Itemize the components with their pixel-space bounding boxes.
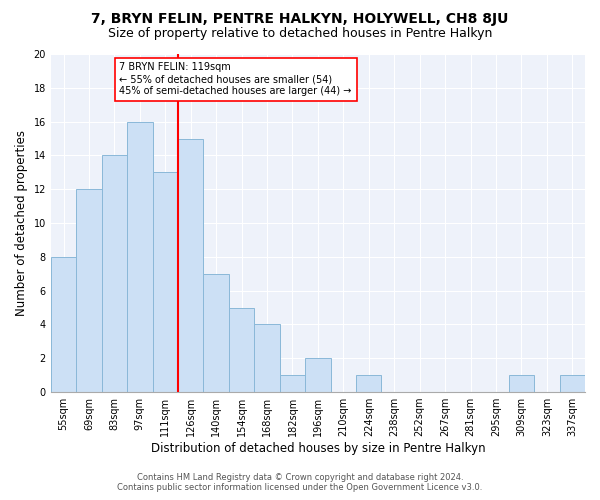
Bar	[509, 375, 534, 392]
Bar	[152, 172, 178, 392]
Bar	[356, 375, 382, 392]
Bar	[51, 257, 76, 392]
Text: Contains HM Land Registry data © Crown copyright and database right 2024.
Contai: Contains HM Land Registry data © Crown c…	[118, 473, 482, 492]
Text: Size of property relative to detached houses in Pentre Halkyn: Size of property relative to detached ho…	[108, 28, 492, 40]
Bar	[305, 358, 331, 392]
Bar	[203, 274, 229, 392]
Bar	[280, 375, 305, 392]
Bar	[101, 156, 127, 392]
Y-axis label: Number of detached properties: Number of detached properties	[15, 130, 28, 316]
Text: 7 BRYN FELIN: 119sqm
← 55% of detached houses are smaller (54)
45% of semi-detac: 7 BRYN FELIN: 119sqm ← 55% of detached h…	[119, 62, 352, 96]
Bar	[560, 375, 585, 392]
Bar	[76, 189, 101, 392]
X-axis label: Distribution of detached houses by size in Pentre Halkyn: Distribution of detached houses by size …	[151, 442, 485, 455]
Text: 7, BRYN FELIN, PENTRE HALKYN, HOLYWELL, CH8 8JU: 7, BRYN FELIN, PENTRE HALKYN, HOLYWELL, …	[91, 12, 509, 26]
Bar	[254, 324, 280, 392]
Bar	[178, 138, 203, 392]
Bar	[127, 122, 152, 392]
Bar	[229, 308, 254, 392]
